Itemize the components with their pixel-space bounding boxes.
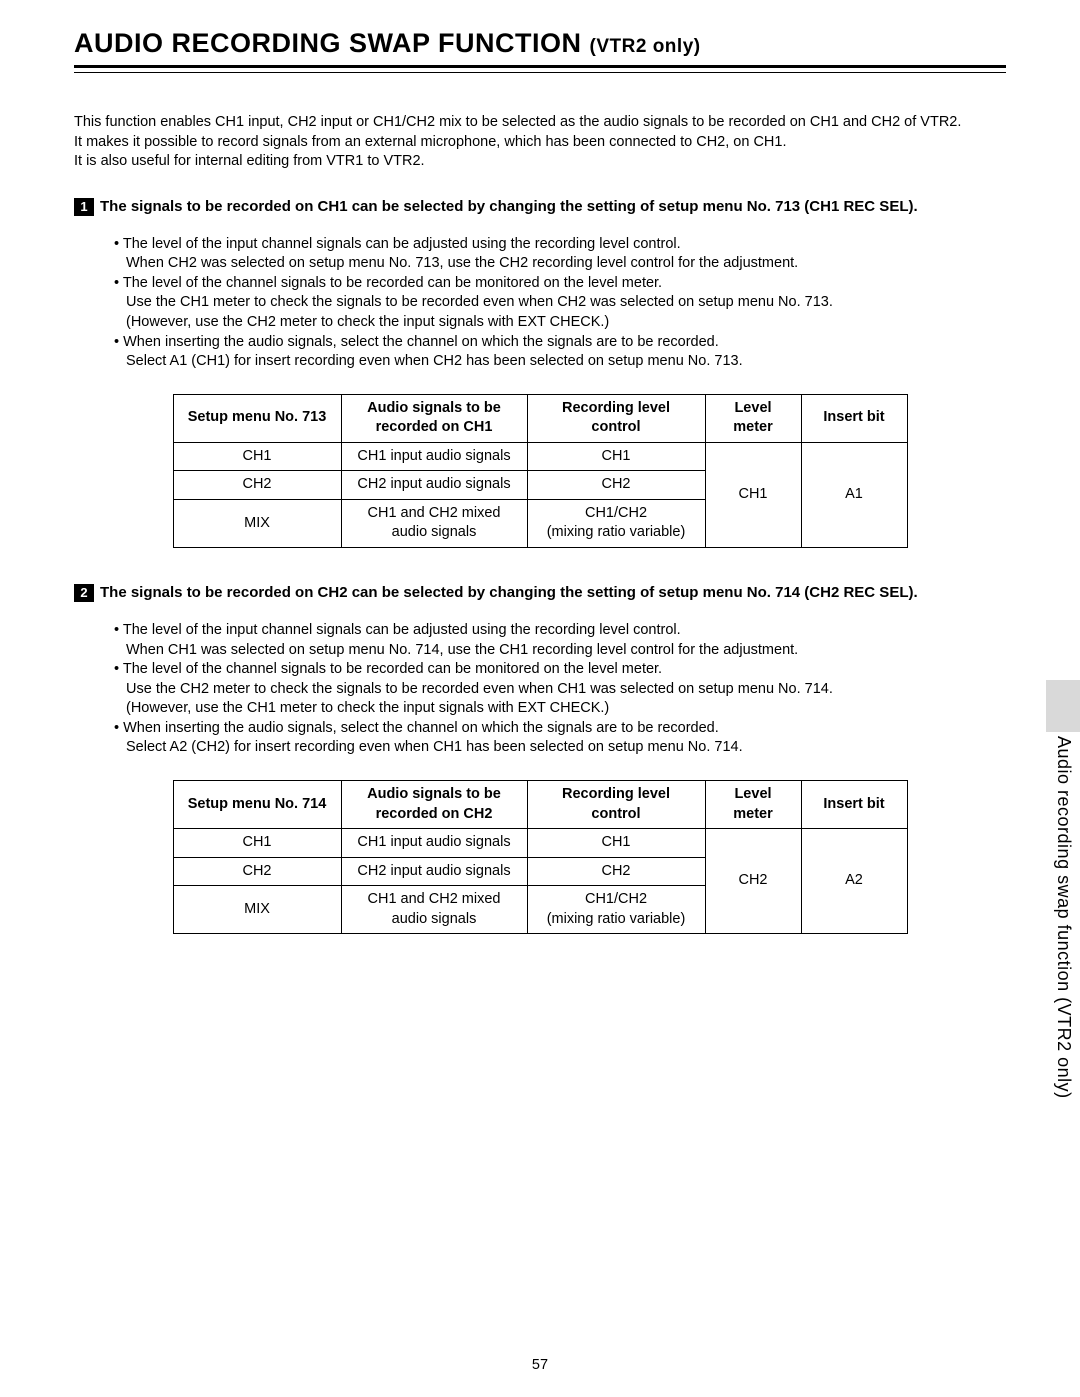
table-cell: CH1 input audio signals <box>341 442 527 471</box>
table-cell: CH1 <box>527 829 705 858</box>
table-cell: MIX <box>173 886 341 934</box>
section2-bullet3-sub: Select A2 (CH2) for insert recording eve… <box>114 738 1006 758</box>
table-cell: CH2 <box>705 829 801 934</box>
section1-bullet1: • The level of the input channel signals… <box>114 235 1006 255</box>
table-cell: CH2 input audio signals <box>341 471 527 500</box>
table-cell: CH2 <box>527 471 705 500</box>
table-cell-line2: audio signals <box>392 524 477 540</box>
title-main: AUDIO RECORDING SWAP FUNCTION <box>74 28 582 58</box>
table-cell: CH1 and CH2 mixed audio signals <box>341 499 527 547</box>
table-cell: CH1 <box>705 442 801 547</box>
section1-number: 1 <box>74 198 94 216</box>
side-section-label: Audio recording swap function (VTR2 only… <box>1053 736 1074 1099</box>
table-header-line1: Audio signals to be <box>367 786 501 802</box>
table-header-line1: Audio signals to be <box>367 400 501 416</box>
section2-bullets: • The level of the input channel signals… <box>74 621 1006 758</box>
table-header: Insert bit <box>801 394 907 442</box>
table-row: Setup menu No. 713 Audio signals to be r… <box>173 394 907 442</box>
table-header: Recording level control <box>527 780 705 828</box>
table-cell-line1: CH1 and CH2 mixed <box>368 505 501 521</box>
table-cell: CH2 <box>173 857 341 886</box>
section2-bullet1: • The level of the input channel signals… <box>114 621 1006 641</box>
table-header-line2: recorded on CH1 <box>376 419 493 435</box>
table-cell: CH2 <box>173 471 341 500</box>
table-row: Setup menu No. 714 Audio signals to be r… <box>173 780 907 828</box>
section1-bullet2-sub1: Use the CH1 meter to check the signals t… <box>114 293 1006 313</box>
table-cell: CH1/CH2 (mixing ratio variable) <box>527 886 705 934</box>
section2-bullet2-sub2: (However, use the CH1 meter to check the… <box>114 699 1006 719</box>
table-714: Setup menu No. 714 Audio signals to be r… <box>173 780 908 934</box>
table-row: CH1 CH1 input audio signals CH1 CH1 A1 <box>173 442 907 471</box>
table-header-line2: recorded on CH2 <box>376 806 493 822</box>
table-cell-line1: CH1/CH2 <box>585 891 647 907</box>
title-sub: (VTR2 only) <box>590 36 701 57</box>
table-cell: A1 <box>801 442 907 547</box>
table-cell-line2: (mixing ratio variable) <box>547 911 686 927</box>
table-cell: CH1 <box>173 829 341 858</box>
title-underline <box>74 72 1006 73</box>
table-header: Recording level control <box>527 394 705 442</box>
section2-bullet1-sub: When CH1 was selected on setup menu No. … <box>114 641 1006 661</box>
table-header: Audio signals to be recorded on CH1 <box>341 394 527 442</box>
page-title: AUDIO RECORDING SWAP FUNCTION (VTR2 only… <box>74 28 701 58</box>
section1-heading: 1 The signals to be recorded on CH1 can b… <box>74 196 1006 217</box>
table-cell: CH1 and CH2 mixed audio signals <box>341 886 527 934</box>
section1-bullet3: • When inserting the audio signals, sele… <box>114 333 1006 353</box>
section2-number: 2 <box>74 584 94 602</box>
intro-p3: It is also useful for internal editing f… <box>74 152 1006 172</box>
table-cell-line2: audio signals <box>392 911 477 927</box>
table-header: Setup menu No. 713 <box>173 394 341 442</box>
table-cell: CH1 input audio signals <box>341 829 527 858</box>
section2-heading: 2 The signals to be recorded on CH2 can b… <box>74 582 1006 603</box>
page-content: AUDIO RECORDING SWAP FUNCTION (VTR2 only… <box>0 0 1080 934</box>
table-cell: CH1 <box>527 442 705 471</box>
section1-bullet1-sub: When CH2 was selected on setup menu No. … <box>114 254 1006 274</box>
section1-bullets: • The level of the input channel signals… <box>74 235 1006 372</box>
table-row: CH1 CH1 input audio signals CH1 CH2 A2 <box>173 829 907 858</box>
section1-heading-text: The signals to be recorded on CH1 can be… <box>100 198 918 215</box>
table-cell: CH1/CH2 (mixing ratio variable) <box>527 499 705 547</box>
side-tab <box>1046 680 1080 732</box>
intro-p2: It makes it possible to record signals f… <box>74 133 1006 153</box>
section1-bullet2-sub2: (However, use the CH2 meter to check the… <box>114 313 1006 333</box>
table-cell: CH1 <box>173 442 341 471</box>
title-block: AUDIO RECORDING SWAP FUNCTION (VTR2 only… <box>74 28 1006 68</box>
table-cell-line1: CH1 and CH2 mixed <box>368 891 501 907</box>
table-cell: CH2 input audio signals <box>341 857 527 886</box>
section1-bullet2: • The level of the channel signals to be… <box>114 274 1006 294</box>
intro-p1: This function enables CH1 input, CH2 inp… <box>74 113 1006 133</box>
table-header: Setup menu No. 714 <box>173 780 341 828</box>
section2-bullet2: • The level of the channel signals to be… <box>114 660 1006 680</box>
table-header: Insert bit <box>801 780 907 828</box>
section2-bullet2-sub1: Use the CH2 meter to check the signals t… <box>114 680 1006 700</box>
section1-bullet3-sub: Select A1 (CH1) for insert recording eve… <box>114 352 1006 372</box>
table-header: Level meter <box>705 780 801 828</box>
table-713: Setup menu No. 713 Audio signals to be r… <box>173 394 908 548</box>
table-header: Audio signals to be recorded on CH2 <box>341 780 527 828</box>
table-cell: MIX <box>173 499 341 547</box>
table-cell: CH2 <box>527 857 705 886</box>
section2-heading-text: The signals to be recorded on CH2 can be… <box>100 584 918 601</box>
page-number: 57 <box>0 1357 1080 1373</box>
intro-text: This function enables CH1 input, CH2 inp… <box>74 113 1006 172</box>
table-cell-line1: CH1/CH2 <box>585 505 647 521</box>
section2-bullet3: • When inserting the audio signals, sele… <box>114 719 1006 739</box>
table-cell-line2: (mixing ratio variable) <box>547 524 686 540</box>
table-header: Level meter <box>705 394 801 442</box>
table-cell: A2 <box>801 829 907 934</box>
